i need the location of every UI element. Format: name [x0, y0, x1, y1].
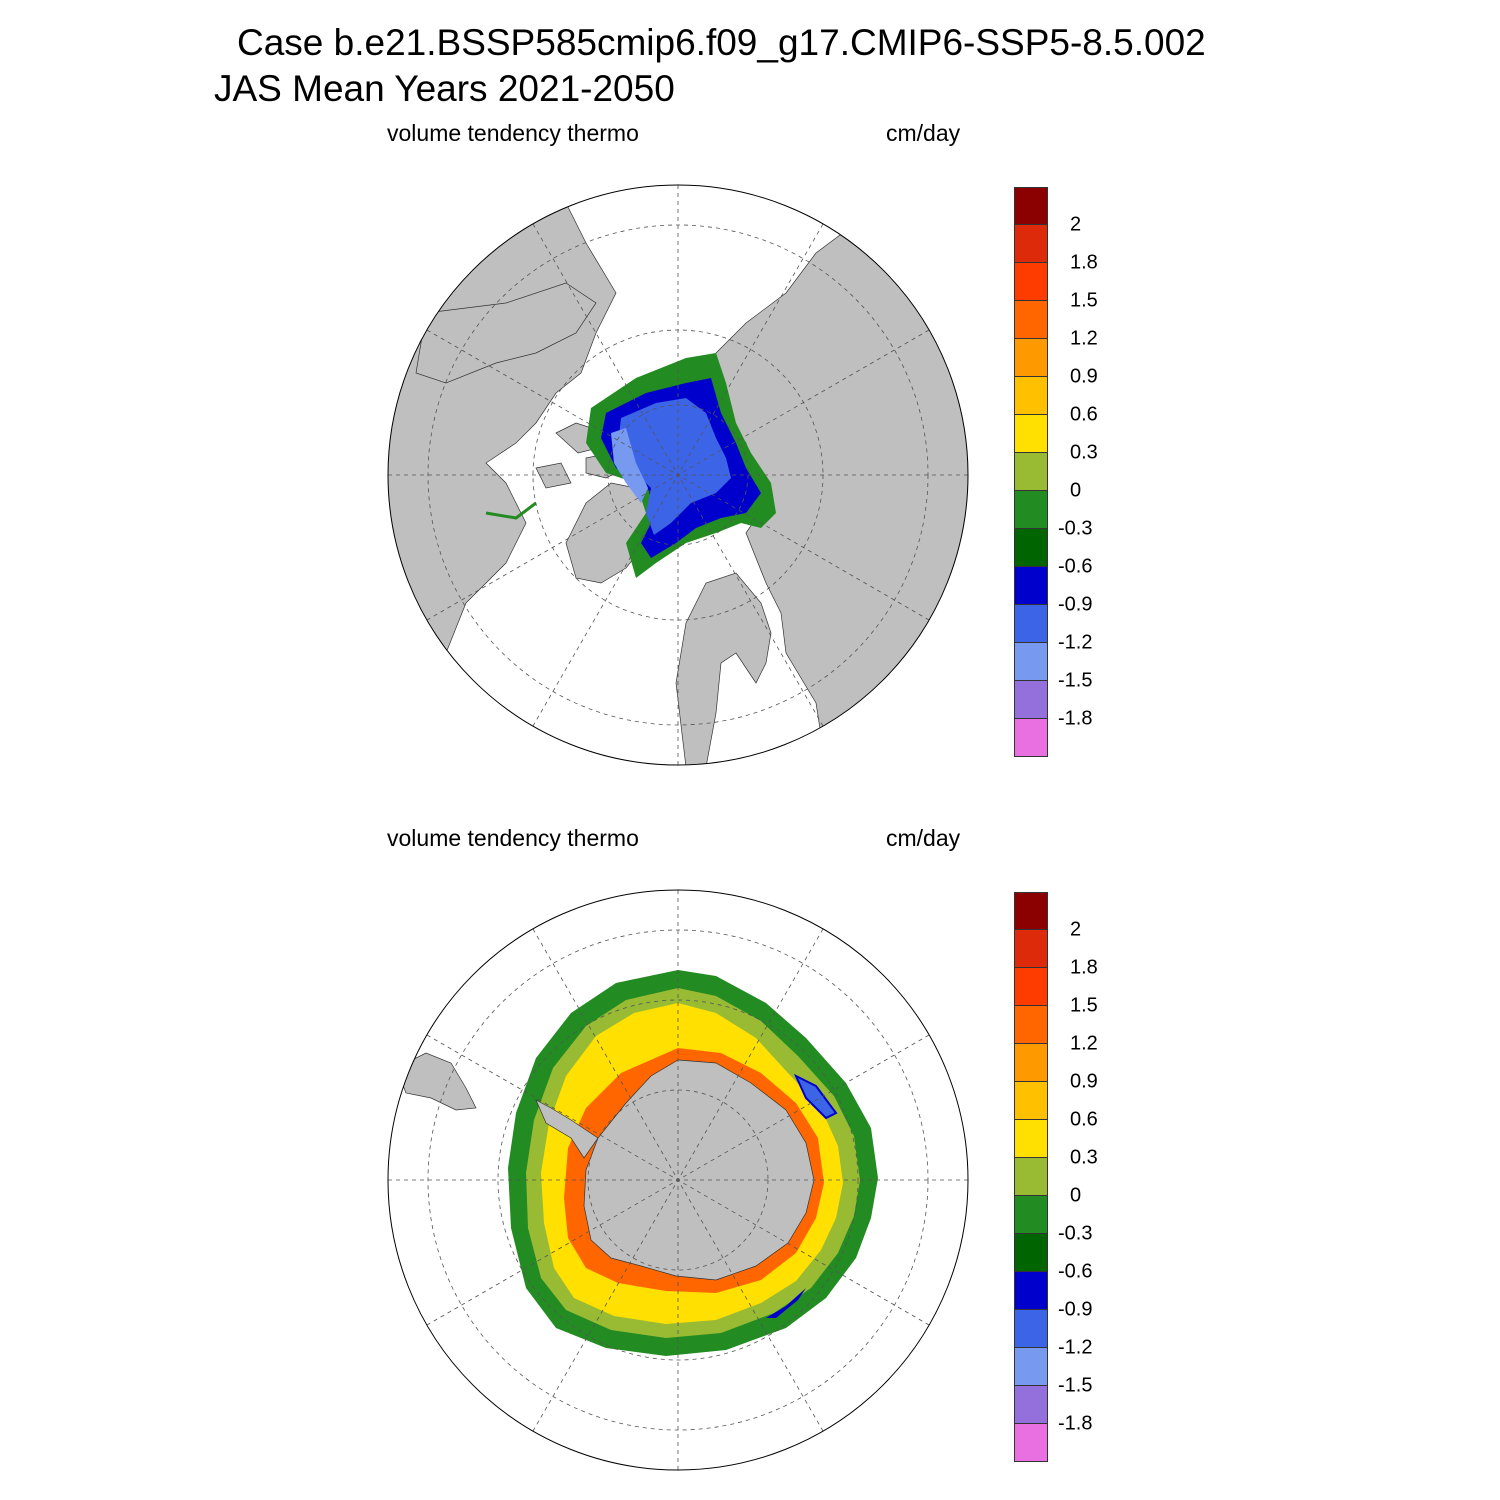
panel-north-variable: volume tendency thermo	[387, 120, 639, 146]
colorbar-box	[1014, 681, 1048, 719]
ice-blue-patch-east	[793, 1073, 838, 1120]
colorbar-box	[1014, 263, 1048, 301]
colorbar-tick-label: 1.2	[1070, 1032, 1098, 1055]
ice-light-blue	[611, 428, 648, 503]
colorbar-tick-label: 1.2	[1070, 327, 1098, 350]
colorbar-tick-label: 0.6	[1070, 403, 1098, 426]
colorbar-box	[1014, 1424, 1048, 1462]
south-polar-map	[387, 889, 969, 1471]
colorbar-tick-label: 0	[1070, 1184, 1082, 1207]
colorbar-tick-label: -1.5	[1058, 1374, 1093, 1397]
graticule	[388, 185, 968, 765]
graticule-south	[388, 890, 968, 1470]
colorbar-box	[1014, 1386, 1048, 1424]
colorbar-tick-label: 2	[1070, 918, 1082, 941]
panel-north-units: cm/day	[886, 120, 961, 146]
panel-south-variable: volume tendency thermo	[387, 825, 639, 851]
land-south-america	[395, 1052, 477, 1111]
colorbar-tick-label: 0.3	[1070, 441, 1098, 464]
colorbar-box	[1014, 1348, 1048, 1386]
colorbar-tick-label: 0.9	[1070, 1070, 1098, 1093]
colorbar-tick-label: 1.8	[1070, 956, 1098, 979]
colorbar-box	[1014, 1158, 1048, 1196]
colorbar-box	[1014, 529, 1048, 567]
colorbar-box	[1014, 377, 1048, 415]
colorbar-box	[1014, 1120, 1048, 1158]
colorbar-tick-label: -1.5	[1058, 669, 1093, 692]
colorbar-box	[1014, 1234, 1048, 1272]
colorbar-box	[1014, 1310, 1048, 1348]
colorbar-tick-label: 0.3	[1070, 1146, 1098, 1169]
colorbar-box	[1014, 301, 1048, 339]
ice-hudson-edge	[485, 501, 537, 520]
land-europe	[675, 572, 772, 765]
colorbar-tick-label: 0.6	[1070, 1108, 1098, 1131]
colorbar-box	[1014, 1272, 1048, 1310]
colorbar-box	[1014, 415, 1048, 453]
colorbar-tick-label: -0.9	[1058, 593, 1093, 616]
north-polar-map	[387, 184, 969, 766]
colorbar-box	[1014, 187, 1048, 225]
colorbar-tick-label: 0.9	[1070, 365, 1098, 388]
colorbar-box	[1014, 930, 1048, 968]
colorbar-tick-label: -1.2	[1058, 631, 1093, 654]
land-alaska	[415, 282, 597, 384]
colorbar-box	[1014, 968, 1048, 1006]
colorbar-box	[1014, 567, 1048, 605]
colorbar-tick-label: -1.2	[1058, 1336, 1093, 1359]
colorbar-south	[1014, 892, 1048, 1462]
colorbar-tick-label: 0	[1070, 479, 1082, 502]
colorbar-tick-label: -0.6	[1058, 555, 1093, 578]
colorbar-tick-label: -1.8	[1058, 1412, 1093, 1435]
colorbar-box	[1014, 339, 1048, 377]
colorbar-box	[1014, 453, 1048, 491]
colorbar-tick-label: -0.3	[1058, 517, 1093, 540]
colorbar-box	[1014, 605, 1048, 643]
colorbar-tick-label: -1.8	[1058, 707, 1093, 730]
colorbar-box	[1014, 1082, 1048, 1120]
colorbar-box	[1014, 491, 1048, 529]
colorbar-tick-label: 1.5	[1070, 289, 1098, 312]
colorbar-tick-label: 1.5	[1070, 994, 1098, 1017]
colorbar-tick-label: 2	[1070, 213, 1082, 236]
figure-title-period: JAS Mean Years 2021-2050	[214, 68, 675, 109]
colorbar-tick-label: -0.6	[1058, 1260, 1093, 1283]
colorbar-box	[1014, 719, 1048, 757]
colorbar-box	[1014, 1006, 1048, 1044]
colorbar-tick-label: -0.9	[1058, 1298, 1093, 1321]
colorbar-tick-label: -0.3	[1058, 1222, 1093, 1245]
colorbar-tick-label: 1.8	[1070, 251, 1098, 274]
colorbar-box	[1014, 1196, 1048, 1234]
figure-title-case: Case b.e21.BSSP585cmip6.f09_g17.CMIP6-SS…	[237, 22, 1206, 63]
colorbar-box	[1014, 1044, 1048, 1082]
colorbar-north	[1014, 187, 1048, 757]
colorbar-box	[1014, 643, 1048, 681]
land-antarctic-peninsula	[535, 1099, 599, 1159]
panel-south-units: cm/day	[886, 825, 961, 851]
colorbar-box	[1014, 892, 1048, 930]
colorbar-box	[1014, 225, 1048, 263]
